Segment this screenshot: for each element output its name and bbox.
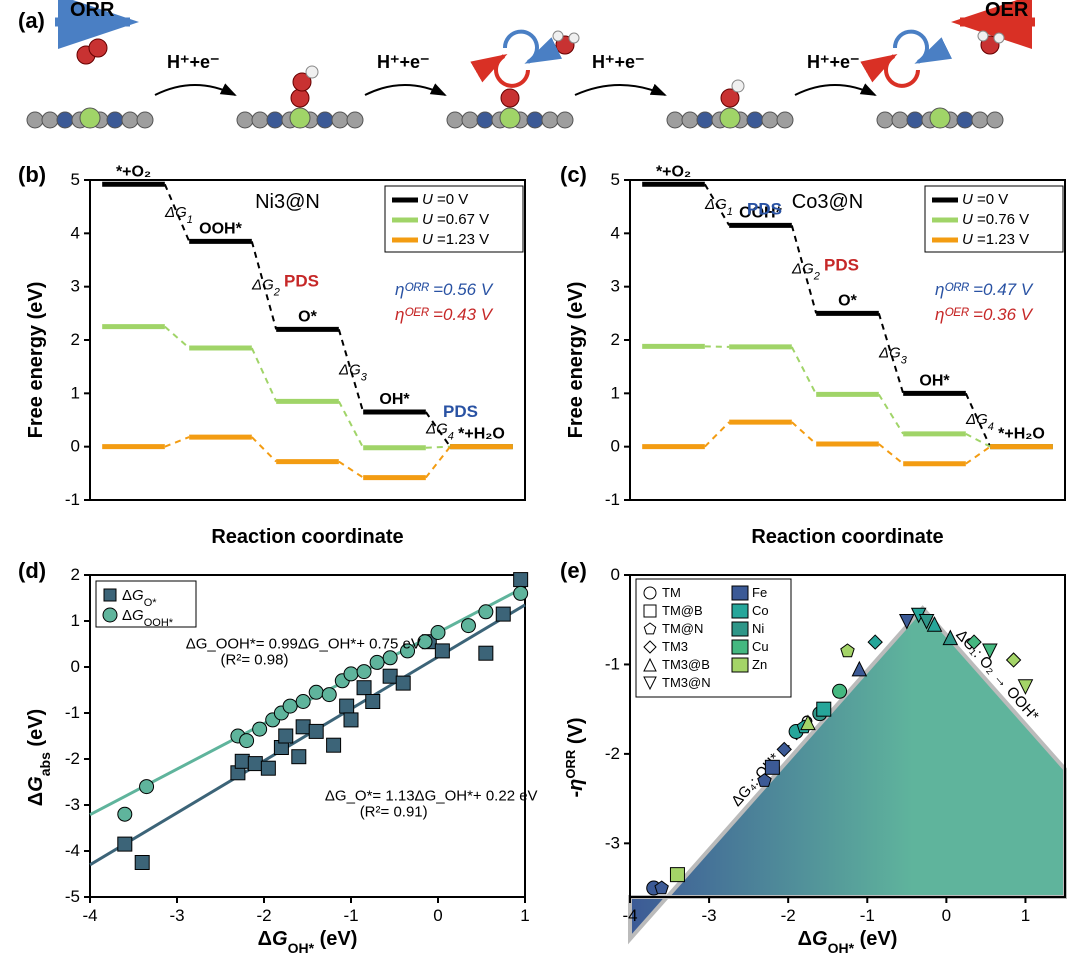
svg-text:(R²= 0.91): (R²= 0.91) xyxy=(360,804,428,821)
svg-text:-3: -3 xyxy=(169,906,184,925)
svg-text:Free energy (eV): Free energy (eV) xyxy=(25,282,47,439)
svg-text:H⁺+e⁻: H⁺+e⁻ xyxy=(592,52,645,72)
svg-text:O*: O* xyxy=(298,308,317,325)
svg-text:1: 1 xyxy=(611,383,620,402)
svg-text:*+O₂: *+O₂ xyxy=(656,165,691,180)
svg-text:PDS: PDS xyxy=(824,255,859,274)
svg-text:-1: -1 xyxy=(605,490,620,509)
panel-a-schematic: ORR OER H⁺+e⁻ H⁺+e⁻ H⁺+e⁻ H⁺+e⁻ xyxy=(0,0,1080,160)
svg-text:U =0.67 V: U =0.67 V xyxy=(422,211,489,228)
svg-text:-3: -3 xyxy=(605,833,620,852)
svg-text:ΔGabs (eV): ΔGabs (eV) xyxy=(25,709,53,806)
panel-e-chart: -4-3-2-1010-1-2-3ΔGOH* (eV)-ηORR (V)ΔG₄:… xyxy=(560,560,1080,955)
svg-text:3: 3 xyxy=(611,277,620,296)
svg-text:4: 4 xyxy=(611,223,620,242)
svg-text:-1: -1 xyxy=(605,654,620,673)
svg-text:PDS: PDS xyxy=(747,199,782,218)
svg-text:1: 1 xyxy=(71,383,80,402)
svg-text:-2: -2 xyxy=(781,906,796,925)
svg-text:0: 0 xyxy=(942,906,951,925)
svg-text:U =0 V: U =0 V xyxy=(962,191,1008,208)
svg-text:0: 0 xyxy=(71,437,80,456)
svg-text:TM3@B: TM3@B xyxy=(662,657,710,672)
svg-text:-4: -4 xyxy=(82,906,97,925)
svg-text:Fe: Fe xyxy=(752,585,767,600)
svg-text:-1: -1 xyxy=(65,490,80,509)
svg-text:ΔG_OOH*= 0.99ΔG_OH*+ 0.75 eV: ΔG_OOH*= 0.99ΔG_OH*+ 0.75 eV xyxy=(186,636,421,653)
svg-text:OH*: OH* xyxy=(379,391,410,408)
svg-text:H⁺+e⁻: H⁺+e⁻ xyxy=(377,52,430,72)
svg-text:O*: O* xyxy=(838,292,857,309)
svg-text:1: 1 xyxy=(520,906,529,925)
svg-text:TM: TM xyxy=(662,585,681,600)
svg-text:TM@B: TM@B xyxy=(662,603,703,618)
svg-text:3: 3 xyxy=(71,277,80,296)
svg-text:ηᴼᴱᴿ =0.43 V: ηᴼᴱᴿ =0.43 V xyxy=(395,305,494,324)
svg-text:Ni3@N: Ni3@N xyxy=(255,191,320,213)
svg-text:-4: -4 xyxy=(622,906,637,925)
svg-text:*+H₂O: *+H₂O xyxy=(458,426,505,443)
svg-text:(R²= 0.98): (R²= 0.98) xyxy=(221,652,289,669)
svg-text:-1: -1 xyxy=(343,906,358,925)
svg-text:2: 2 xyxy=(71,330,80,349)
svg-text:0: 0 xyxy=(433,906,442,925)
panel-b-chart: -1 0 1 2 3 4 5 Free energy (eV) Reaction coordin… xyxy=(20,165,540,555)
svg-text:TM3: TM3 xyxy=(662,639,688,654)
svg-text:0: 0 xyxy=(611,565,620,584)
svg-text:5: 5 xyxy=(611,170,620,189)
svg-text:H⁺+e⁻: H⁺+e⁻ xyxy=(807,52,860,72)
svg-text:5: 5 xyxy=(71,170,80,189)
svg-text:ηᴼᴿᴿ =0.56 V: ηᴼᴿᴿ =0.56 V xyxy=(395,280,494,299)
svg-text:-1: -1 xyxy=(65,703,80,722)
svg-text:U =1.23 V: U =1.23 V xyxy=(962,231,1029,248)
svg-text:-2: -2 xyxy=(605,744,620,763)
svg-text:ΔG_O*= 1.13ΔG_OH*+ 0.22 eV: ΔG_O*= 1.13ΔG_OH*+ 0.22 eV xyxy=(325,787,538,804)
svg-text:U =1.23 V: U =1.23 V xyxy=(422,231,489,248)
svg-text:TM3@N: TM3@N xyxy=(662,675,711,690)
svg-text:PDS: PDS xyxy=(443,402,478,421)
svg-text:U =0.76 V: U =0.76 V xyxy=(962,211,1029,228)
svg-text:0: 0 xyxy=(71,657,80,676)
panel-c-chart: -1 0 1 2 3 4 5 Free energy (eV) Reaction coordin… xyxy=(560,165,1080,555)
svg-text:PDS: PDS xyxy=(284,271,319,290)
svg-text:OER: OER xyxy=(985,0,1029,21)
svg-text:OOH*: OOH* xyxy=(199,220,242,237)
svg-text:1: 1 xyxy=(1021,906,1030,925)
svg-text:ηᴼᴱᴿ =0.36 V: ηᴼᴱᴿ =0.36 V xyxy=(935,305,1034,324)
svg-text:ΔGOH* (eV): ΔGOH* (eV) xyxy=(258,928,358,955)
svg-text:Cu: Cu xyxy=(752,639,769,654)
svg-text:Co: Co xyxy=(752,603,769,618)
svg-text:1: 1 xyxy=(71,611,80,630)
svg-text:ηᴼᴿᴿ =0.47 V: ηᴼᴿᴿ =0.47 V xyxy=(935,280,1034,299)
svg-text:*+H₂O: *+H₂O xyxy=(998,426,1045,443)
svg-text:-2: -2 xyxy=(256,906,271,925)
svg-text:Zn: Zn xyxy=(752,657,767,672)
svg-text:Ni: Ni xyxy=(752,621,764,636)
svg-text:-ηORR (V): -ηORR (V) xyxy=(563,718,588,798)
svg-text:ΔGOH* (eV): ΔGOH* (eV) xyxy=(798,928,898,955)
svg-text:2: 2 xyxy=(71,565,80,584)
svg-text:-4: -4 xyxy=(65,841,80,860)
svg-text:-5: -5 xyxy=(65,887,80,906)
svg-text:Co3@N: Co3@N xyxy=(792,191,863,213)
svg-text:*+O₂: *+O₂ xyxy=(116,165,151,180)
svg-text:-3: -3 xyxy=(702,906,717,925)
svg-text:Reaction coordinate: Reaction coordinate xyxy=(751,526,943,548)
svg-text:0: 0 xyxy=(611,437,620,456)
svg-text:Reaction coordinate: Reaction coordinate xyxy=(211,526,403,548)
svg-text:ORR: ORR xyxy=(70,0,115,21)
svg-text:U =0 V: U =0 V xyxy=(422,191,468,208)
panel-d-chart: -4-3-2-101-5-4-3-2-1012ΔGOH* (eV)ΔGabs (… xyxy=(20,560,540,955)
svg-text:Free energy (eV): Free energy (eV) xyxy=(565,282,587,439)
svg-text:TM@N: TM@N xyxy=(662,621,703,636)
svg-text:H⁺+e⁻: H⁺+e⁻ xyxy=(167,52,220,72)
svg-text:2: 2 xyxy=(611,330,620,349)
svg-text:OH*: OH* xyxy=(919,372,950,389)
svg-text:-3: -3 xyxy=(65,795,80,814)
svg-text:4: 4 xyxy=(71,223,80,242)
svg-text:-2: -2 xyxy=(65,749,80,768)
svg-text:-1: -1 xyxy=(860,906,875,925)
